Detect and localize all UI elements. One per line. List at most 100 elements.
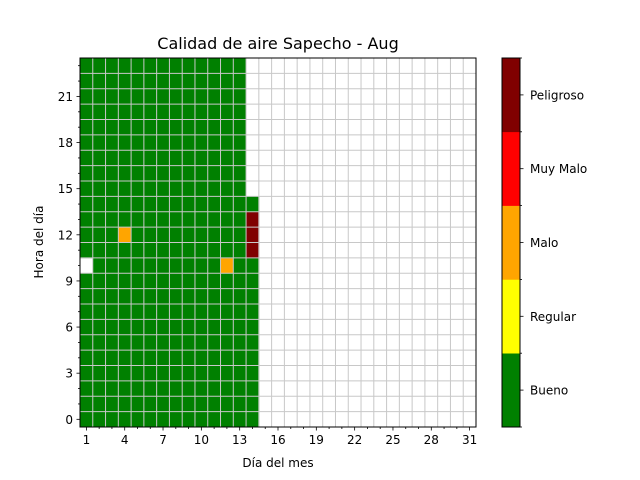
- heatmap-cell: [156, 181, 170, 197]
- heatmap-cell: [131, 396, 145, 412]
- heatmap-cell: [92, 165, 106, 182]
- heatmap-cell: [143, 288, 157, 305]
- heatmap-cell: [246, 304, 260, 320]
- y-tick-label: 6: [65, 321, 73, 335]
- heatmap-cell: [220, 150, 234, 166]
- x-tick-label: 7: [159, 433, 167, 447]
- heatmap-cell: [169, 58, 183, 74]
- heatmap-cell: [220, 350, 234, 366]
- heatmap-cell: [207, 257, 221, 274]
- heatmap-cell: [182, 58, 196, 74]
- heatmap-cell: [233, 257, 247, 274]
- heatmap-cell: [233, 119, 247, 136]
- heatmap-cell: [105, 411, 119, 428]
- heatmap-cell: [233, 396, 247, 412]
- heatmap-cell: [80, 196, 94, 213]
- heatmap-cell: [92, 134, 106, 151]
- heatmap-cell: [118, 73, 132, 90]
- heatmap-cell: [182, 411, 196, 428]
- heatmap-cell: [80, 134, 94, 151]
- heatmap-cell: [80, 181, 94, 197]
- heatmap-cell: [131, 165, 145, 182]
- heatmap-cell: [131, 380, 145, 397]
- heatmap-cell: [80, 58, 94, 74]
- heatmap-cell: [156, 196, 170, 213]
- heatmap-cell: [143, 319, 157, 336]
- heatmap-cell: [207, 150, 221, 166]
- heatmap-cell: [143, 73, 157, 90]
- heatmap-cell: [143, 396, 157, 412]
- heatmap-cell: [233, 88, 247, 105]
- heatmap-cell: [80, 150, 94, 166]
- heatmap-cell: [131, 365, 145, 382]
- heatmap-cell: [220, 211, 234, 228]
- heatmap-cell: [80, 165, 94, 182]
- colorbar-label: Malo: [530, 236, 558, 250]
- heatmap-cell: [233, 380, 247, 397]
- heatmap-cell: [118, 211, 132, 228]
- x-axis-label: Día del mes: [242, 456, 313, 470]
- heatmap-cell: [156, 211, 170, 228]
- heatmap-cell: [131, 411, 145, 428]
- heatmap-cell: [92, 257, 106, 274]
- heatmap-cell: [194, 304, 209, 320]
- heatmap-cell: [80, 104, 94, 120]
- heatmap-cell: [220, 380, 234, 397]
- x-tick-label: 22: [347, 433, 362, 447]
- heatmap-cell: [92, 396, 106, 412]
- heatmap-cell: [207, 211, 221, 228]
- heatmap-cell: [156, 104, 170, 120]
- heatmap-cell: [143, 58, 157, 74]
- heatmap-cell: [220, 242, 234, 259]
- heatmap-cell: [169, 134, 183, 151]
- y-tick-label: 18: [58, 136, 73, 150]
- heatmap-cell: [105, 88, 119, 105]
- heatmap-cell: [105, 350, 119, 366]
- heatmap-cell: [233, 273, 247, 289]
- heatmap-cell: [233, 211, 247, 228]
- heatmap-cell: [118, 134, 132, 151]
- heatmap-cell: [105, 104, 119, 120]
- heatmap-cell: [118, 304, 132, 320]
- heatmap-cell: [92, 73, 106, 90]
- heatmap-cell: [105, 134, 119, 151]
- heatmap-cell: [233, 350, 247, 366]
- heatmap-cell: [92, 242, 106, 259]
- heatmap-cell: [169, 365, 183, 382]
- heatmap-cell: [118, 350, 132, 366]
- heatmap-cell: [143, 227, 157, 243]
- y-tick-label: 21: [58, 90, 73, 104]
- heatmap-cell: [169, 411, 183, 428]
- heatmap-cell: [220, 134, 234, 151]
- x-tick-label: 13: [232, 433, 247, 447]
- heatmap-cell: [156, 319, 170, 336]
- heatmap-cell: [105, 319, 119, 336]
- heatmap-cell: [233, 411, 247, 428]
- heatmap-cell: [207, 304, 221, 320]
- heatmap-cell: [194, 73, 209, 90]
- heatmap-cell: [169, 319, 183, 336]
- heatmap-cell: [207, 165, 221, 182]
- chart-title: Calidad de aire Sapecho - Aug: [157, 34, 398, 53]
- heatmap-cell: [92, 119, 106, 136]
- heatmap-cell: [80, 380, 94, 397]
- heatmap-cell: [105, 227, 119, 243]
- heatmap-cell: [194, 242, 209, 259]
- heatmap-cell: [80, 73, 94, 90]
- heatmap-cell: [118, 227, 132, 243]
- heatmap-cell: [105, 165, 119, 182]
- heatmap-cell: [169, 165, 183, 182]
- heatmap-cell: [131, 350, 145, 366]
- heatmap-cell: [131, 334, 145, 351]
- heatmap-cell: [80, 211, 94, 228]
- heatmap-cell: [182, 88, 196, 105]
- heatmap-cell: [246, 319, 260, 336]
- heatmap-cell: [131, 242, 145, 259]
- heatmap-cell: [182, 150, 196, 166]
- heatmap-cell: [182, 334, 196, 351]
- heatmap-cell: [131, 119, 145, 136]
- heatmap-cell: [207, 242, 221, 259]
- heatmap-cell: [143, 273, 157, 289]
- heatmap-cell: [182, 304, 196, 320]
- heatmap-cell: [118, 104, 132, 120]
